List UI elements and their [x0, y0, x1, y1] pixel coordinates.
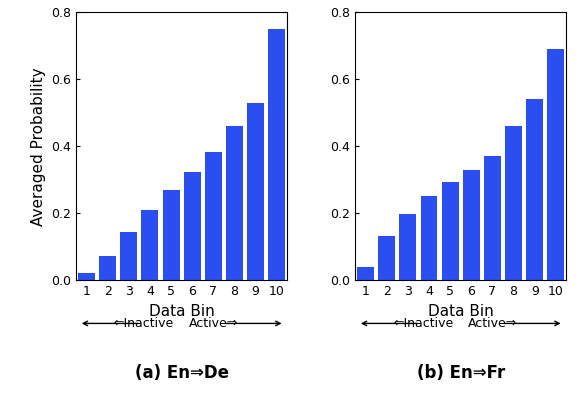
Y-axis label: Averaged Probability: Averaged Probability: [30, 67, 46, 226]
Bar: [378, 236, 395, 280]
Bar: [463, 170, 480, 280]
Bar: [526, 99, 543, 280]
Bar: [120, 232, 137, 280]
Bar: [357, 267, 374, 280]
Bar: [78, 273, 95, 280]
Text: ⇐Inactive: ⇐Inactive: [114, 317, 174, 330]
Bar: [141, 210, 158, 280]
Bar: [547, 49, 564, 280]
Bar: [247, 103, 264, 280]
Bar: [162, 190, 179, 280]
Bar: [420, 197, 437, 280]
Bar: [205, 152, 222, 280]
Text: Active⇒: Active⇒: [468, 317, 517, 330]
X-axis label: Data Bin: Data Bin: [428, 304, 493, 318]
Bar: [484, 156, 501, 280]
Bar: [99, 256, 116, 280]
Bar: [399, 214, 416, 280]
Text: (b) En⇒Fr: (b) En⇒Fr: [416, 364, 505, 382]
Bar: [442, 183, 458, 280]
Text: Active⇒: Active⇒: [189, 317, 238, 330]
Bar: [268, 29, 285, 280]
X-axis label: Data Bin: Data Bin: [149, 304, 214, 318]
Text: (a) En⇒De: (a) En⇒De: [135, 364, 229, 382]
Bar: [505, 126, 522, 280]
Text: ⇐Inactive: ⇐Inactive: [393, 317, 453, 330]
Bar: [226, 126, 243, 280]
Bar: [184, 172, 201, 280]
